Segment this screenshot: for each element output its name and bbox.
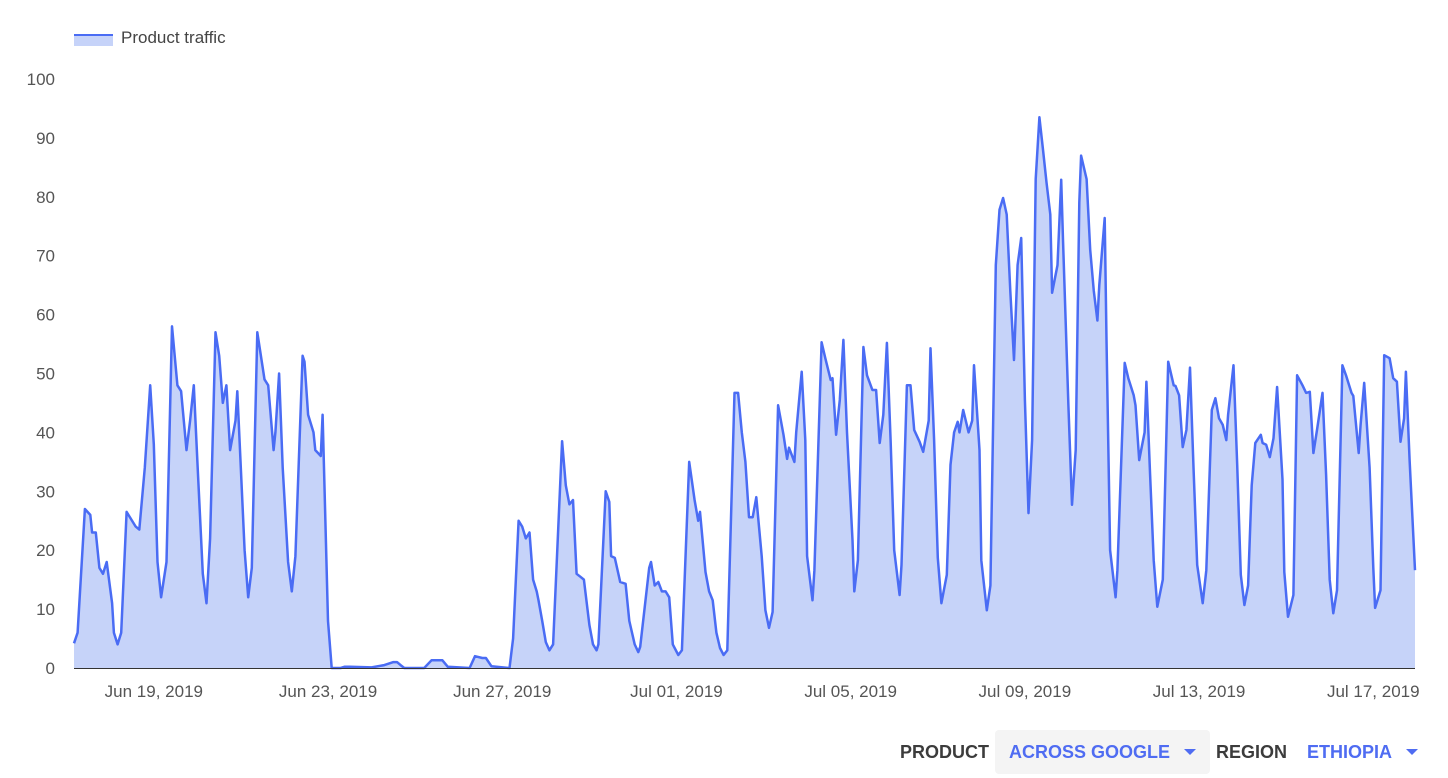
y-tick-label: 10 — [36, 600, 55, 619]
x-tick-label: Jul 05, 2019 — [804, 682, 897, 701]
chart-filters: PRODUCT ACROSS GOOGLE REGION ETHIOPIA — [894, 730, 1432, 774]
y-tick-label: 80 — [36, 188, 55, 207]
x-tick-label: Jul 13, 2019 — [1153, 682, 1246, 701]
y-tick-label: 50 — [36, 365, 55, 384]
product-label: PRODUCT — [899, 741, 989, 762]
x-tick-label: Jun 23, 2019 — [279, 682, 377, 701]
region-value: ETHIOPIA — [1306, 741, 1392, 762]
y-tick-label: 70 — [36, 247, 55, 266]
product-dropdown[interactable]: ACROSS GOOGLE — [994, 730, 1210, 774]
traffic-series-line — [72, 116, 1417, 670]
region-dropdown[interactable]: ETHIOPIA — [1293, 730, 1432, 774]
region-label: REGION — [1215, 741, 1287, 762]
x-tick-label: Jun 19, 2019 — [105, 682, 203, 701]
legend-label: Product traffic — [121, 28, 226, 47]
caret-down-icon — [1406, 749, 1418, 755]
chart-legend: Product traffic — [74, 28, 226, 48]
x-tick-label: Jul 09, 2019 — [979, 682, 1072, 701]
x-tick-label: Jul 17, 2019 — [1327, 682, 1420, 701]
legend-swatch-product-traffic — [74, 34, 113, 46]
caret-down-icon — [1183, 749, 1196, 755]
traffic-area-fill — [74, 117, 1415, 669]
product-value: ACROSS GOOGLE — [1008, 741, 1170, 762]
y-axis-ticks: 0 10 20 30 40 50 60 70 80 90 100 — [27, 70, 55, 678]
x-axis-ticks: Jun 19, 2019 Jun 23, 2019 Jun 27, 2019 Jul … — [105, 682, 1420, 701]
y-tick-label: 60 — [36, 306, 55, 325]
y-tick-label: 20 — [36, 541, 55, 560]
x-tick-label: Jun 27, 2019 — [453, 682, 551, 701]
y-tick-label: 30 — [36, 482, 55, 501]
y-tick-label: 90 — [36, 129, 55, 148]
y-tick-label: 0 — [46, 659, 55, 678]
y-tick-label: 40 — [36, 423, 55, 442]
traffic-chart: 0 10 20 30 40 50 60 70 80 90 100 Jun 19, 2019 Jun 2… — [27, 70, 1420, 701]
y-tick-label: 100 — [27, 70, 55, 89]
x-tick-label: Jul 01, 2019 — [630, 682, 723, 701]
